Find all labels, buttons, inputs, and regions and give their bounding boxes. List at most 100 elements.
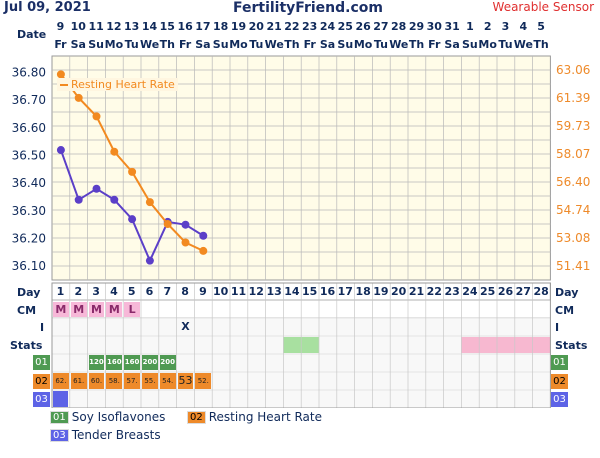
day-number-cell: 13: [266, 285, 282, 298]
weekday-cell: Th: [533, 38, 549, 51]
date-cell: 18: [213, 20, 229, 33]
weekday-cell: Fr: [428, 38, 441, 51]
heart-rate-point[interactable]: [163, 220, 172, 228]
date-cell: 10: [70, 20, 86, 33]
wearable-sensor-label: Wearable Sensor: [492, 0, 594, 14]
temperature-point[interactable]: [110, 195, 119, 204]
weekday-cell: We: [389, 38, 409, 51]
date-cell: 27: [373, 20, 389, 33]
heart-rate-point[interactable]: [56, 70, 65, 79]
date-cell: 14: [141, 20, 158, 33]
rhr-tick-label: 51.41: [556, 259, 590, 273]
day-number-cell: 25: [480, 285, 496, 298]
heart-rate-point[interactable]: [92, 112, 101, 121]
soy-cell[interactable]: 200: [159, 355, 176, 370]
day-number-cell: 28: [533, 285, 549, 298]
weekday-cell: Mo: [478, 38, 497, 51]
tender-breasts-mark: [53, 391, 68, 407]
date-cell: 15: [159, 20, 175, 33]
stats-row-label: Stats: [10, 339, 43, 352]
rhr-cell[interactable]: 53: [177, 373, 194, 389]
rhr-cell[interactable]: 52.: [195, 373, 212, 389]
heart-rate-point[interactable]: [181, 238, 190, 247]
day-number-cell: 26: [497, 285, 514, 298]
soy-cell[interactable]: 200: [142, 355, 158, 370]
intercourse-row-label-right: I: [555, 321, 560, 334]
rhr-cell[interactable]: 58.: [106, 373, 123, 389]
soy-cell[interactable]: 160: [124, 355, 140, 370]
day-number-cell: 1: [56, 285, 65, 298]
temperature-axis: 36.80 36.70 36.60 36.50 36.40 36.30 36.20 36.10: [12, 66, 46, 274]
weekday-cell: Fr: [54, 38, 67, 51]
rhr-cell[interactable]: 62.: [53, 373, 69, 389]
cm-cell[interactable]: M: [70, 302, 87, 317]
chart-legend: Resting Heart Rate: [57, 78, 178, 91]
temperature-point[interactable]: [181, 220, 190, 229]
legend-tender: 03 Tender Breasts: [50, 428, 161, 442]
day-row-label-right: Day: [555, 286, 579, 299]
chart-grid: [51, 55, 551, 281]
soy-row-code-right[interactable]: 01: [551, 355, 568, 370]
weekday-cell: Sa: [195, 38, 211, 51]
temperature-point[interactable]: [74, 195, 83, 204]
date-cell: 28: [391, 20, 407, 33]
date-cell: 16: [177, 20, 193, 33]
soy-cell[interactable]: 160: [106, 355, 123, 370]
temperature-point[interactable]: [128, 215, 137, 224]
weekday-cell: Sa: [70, 38, 86, 51]
heart-rate-point[interactable]: [145, 198, 154, 207]
legend-soy-code: 01: [50, 410, 69, 424]
cm-cell[interactable]: M: [53, 302, 69, 317]
rhr-cell[interactable]: 57.: [124, 373, 140, 389]
legend-rhr: 02 Resting Heart Rate: [187, 410, 322, 424]
day-number-cell: 21: [408, 285, 425, 298]
heart-rate-point[interactable]: [199, 246, 208, 255]
weekday-cell: We: [513, 38, 533, 51]
day-number-cell: 9: [199, 285, 207, 298]
temp-tick-label: 36.70: [12, 93, 46, 107]
cm-cell[interactable]: L: [124, 302, 140, 317]
soy-cell[interactable]: 120: [88, 355, 105, 370]
temperature-point[interactable]: [199, 231, 208, 240]
day-number-cell: 5: [127, 285, 136, 298]
intercourse-mark[interactable]: X: [181, 320, 190, 333]
date-cell: 30: [426, 20, 442, 33]
cm-cell[interactable]: M: [106, 302, 123, 317]
tender-row-code-right[interactable]: 03: [551, 392, 568, 407]
weekday-cell: Th: [408, 38, 425, 51]
day-number-cell: 19: [373, 285, 389, 298]
heart-rate-point[interactable]: [110, 147, 119, 156]
date-row-label: Date: [17, 28, 47, 41]
day-number-cell: 15: [302, 285, 318, 298]
rhr-cell[interactable]: 60.: [88, 373, 105, 389]
date-cell: 3: [501, 20, 510, 33]
rhr-row-code-right[interactable]: 02: [551, 374, 568, 389]
stats-row-label-right: Stats: [555, 339, 588, 352]
site-title[interactable]: FertilityFriend.com: [233, 0, 383, 16]
legend-soy-label: Soy Isoflavones: [71, 410, 166, 424]
rhr-cell[interactable]: 55.: [142, 373, 158, 389]
temperature-point[interactable]: [145, 256, 154, 265]
temp-tick-label: 36.60: [12, 121, 46, 135]
cm-cell[interactable]: M: [88, 302, 105, 317]
date-cell: 9: [56, 20, 65, 33]
rhr-row-code[interactable]: 02: [33, 374, 50, 389]
weekday-cell: Tu: [249, 38, 264, 51]
weekday-cell: Mo: [229, 38, 248, 51]
rhr-cell[interactable]: 61.: [70, 373, 87, 389]
tender-row-code[interactable]: 03: [33, 392, 50, 407]
temperature-series: [56, 146, 208, 265]
heart-rate-point[interactable]: [128, 167, 137, 176]
rhr-cell[interactable]: 54.: [159, 373, 176, 389]
chart-date: Jul 09, 2021: [4, 0, 91, 15]
date-cell: 5: [537, 20, 545, 33]
stats-highlight-pink: [461, 337, 551, 353]
temp-tick-label: 36.20: [12, 232, 46, 246]
soy-row-code[interactable]: 01: [33, 355, 50, 370]
temperature-point[interactable]: [92, 184, 101, 193]
weekday-cell: Su: [337, 38, 354, 51]
intercourse-row-label: I: [40, 321, 45, 334]
weekday-cell: Mo: [104, 38, 124, 51]
temperature-point[interactable]: [56, 146, 65, 155]
heart-rate-point[interactable]: [74, 93, 83, 102]
